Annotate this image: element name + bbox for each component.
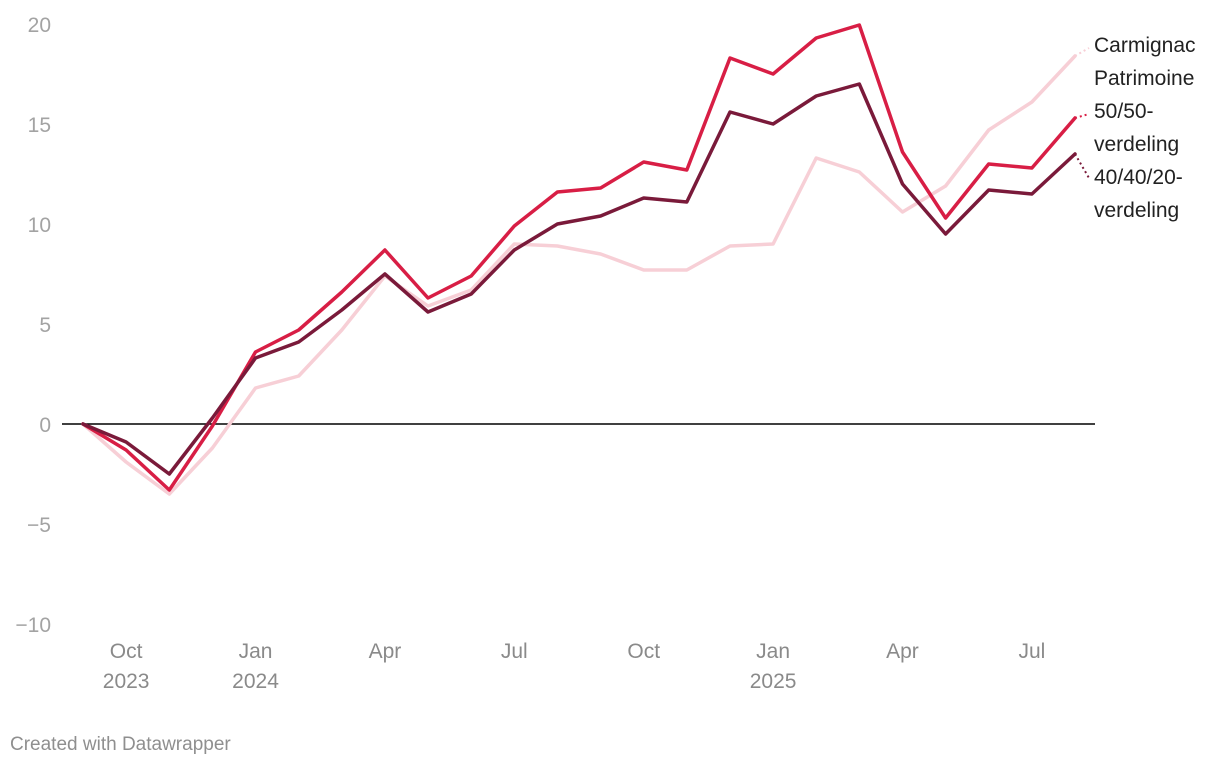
- x-tick-label: Apr: [886, 640, 919, 663]
- x-tick-label: Oct: [627, 640, 660, 663]
- x-tick-label: Jul: [1018, 640, 1045, 663]
- series-line-2: [81, 23, 1077, 492]
- series-labels: Carmignac Patrimoine 50/50- verdeling 40/40/…: [1074, 34, 1196, 222]
- credit-text: Created with Datawrapper: [10, 734, 231, 755]
- series-label-leader: [1074, 153, 1090, 179]
- x-tick-year-label: 2025: [750, 670, 797, 693]
- series-line-3: [81, 82, 1077, 476]
- series-line-1: [81, 54, 1077, 496]
- x-axis: Oct 2023 Jan 2024 Apr Jul Oct Jan 2025 Apr Jul: [103, 640, 1046, 693]
- series-label: 50/50-: [1094, 100, 1154, 123]
- y-axis: 20 15 10 5 0 −5 −10: [15, 14, 51, 637]
- series-label-leader: [1074, 47, 1090, 57]
- series-label: Carmignac: [1094, 34, 1196, 57]
- y-tick-label: 0: [39, 414, 51, 437]
- x-tick-label: Apr: [369, 640, 402, 663]
- series-lines: [81, 23, 1077, 496]
- x-tick-year-label: 2024: [232, 670, 279, 693]
- x-tick-label: Jan: [756, 640, 790, 663]
- series-label: 40/40/20-: [1094, 166, 1183, 189]
- x-tick-year-label: 2023: [103, 670, 150, 693]
- y-tick-label: 5: [39, 314, 51, 337]
- y-tick-label: 20: [28, 14, 51, 37]
- series-label: verdeling: [1094, 199, 1179, 222]
- y-tick-label: 15: [28, 114, 51, 137]
- y-tick-label: −10: [15, 614, 51, 637]
- y-tick-label: 10: [28, 214, 51, 237]
- x-tick-label: Jan: [239, 640, 273, 663]
- x-tick-label: Oct: [110, 640, 143, 663]
- series-label-leader: [1074, 113, 1090, 119]
- series-label: verdeling: [1094, 133, 1179, 156]
- y-tick-label: −5: [27, 514, 51, 537]
- x-tick-label: Jul: [501, 640, 528, 663]
- series-label: Patrimoine: [1094, 67, 1194, 90]
